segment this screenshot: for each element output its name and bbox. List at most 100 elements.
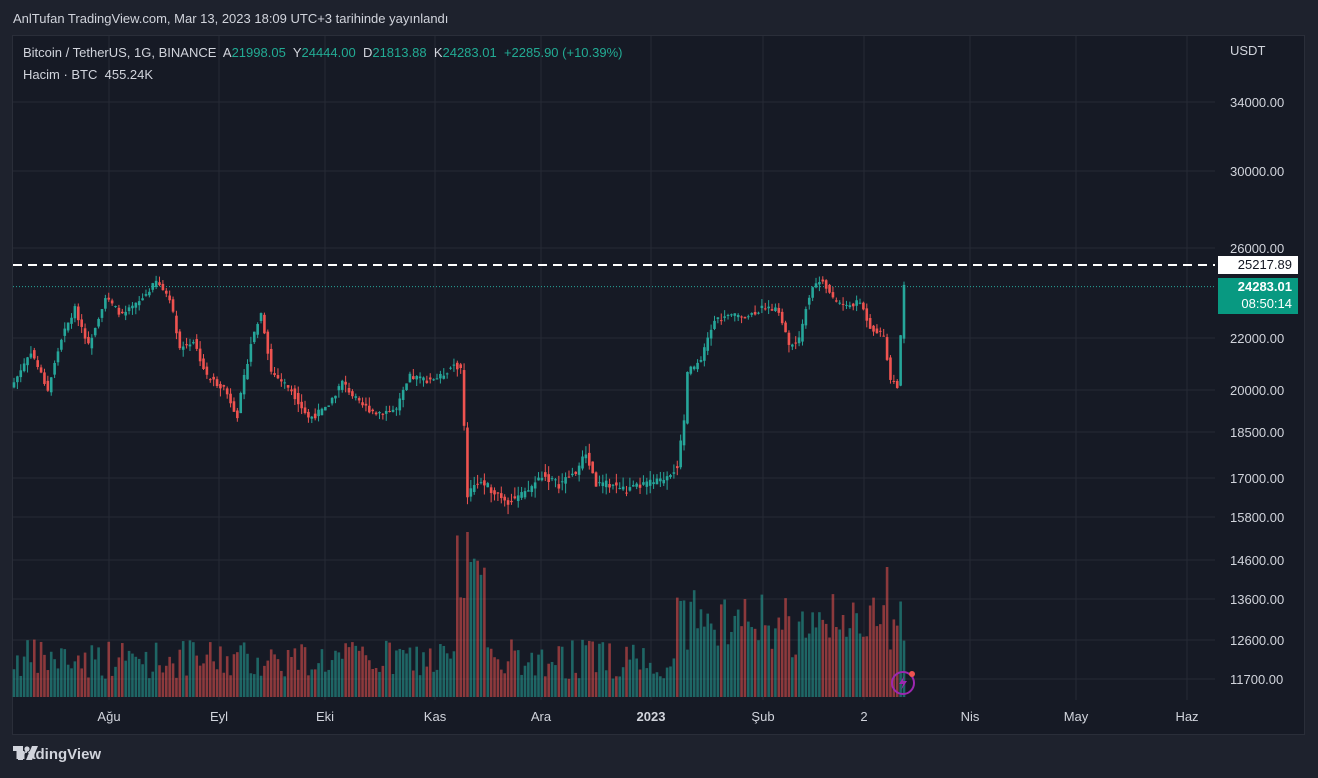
candle-body [513, 496, 517, 499]
volume-bar [594, 672, 598, 697]
volume-bar [875, 626, 879, 697]
candle-body [432, 379, 435, 381]
volume-bar [733, 615, 737, 697]
candle-body [577, 465, 581, 475]
candle-body [307, 411, 310, 418]
volume-bar [388, 642, 391, 697]
candle-body [723, 316, 726, 318]
candle-body [753, 311, 757, 315]
volume-bar [347, 647, 351, 697]
volume-bar [181, 641, 185, 697]
volume-bar [412, 670, 415, 697]
volume-bar [283, 676, 287, 697]
candle-body [12, 382, 16, 388]
candle-body [821, 279, 825, 282]
symbol-label[interactable]: Bitcoin / TetherUS, 1G, BINANCE [23, 45, 217, 60]
volume-bar [43, 654, 46, 697]
volume-bar [554, 665, 557, 697]
volume-bar [459, 597, 462, 697]
volume-label[interactable]: Hacim · BTC [23, 67, 98, 82]
candle-body [472, 485, 476, 492]
volume-bar [22, 656, 26, 697]
candle-body [466, 427, 469, 498]
volume-bar [655, 672, 659, 697]
candle-body [215, 379, 219, 387]
volume-bar [763, 625, 767, 697]
candle-body [571, 473, 574, 476]
candle-body [794, 342, 798, 344]
low-label: D [362, 45, 373, 60]
candle-body [479, 482, 483, 484]
candle-body [895, 381, 899, 388]
volume-bar [571, 640, 574, 697]
candle-body [70, 317, 73, 324]
candle-body [449, 367, 452, 369]
candle-body [405, 383, 408, 391]
volume-bar [80, 668, 83, 697]
candle-body [689, 366, 693, 374]
x-tick-label: Nis [961, 709, 980, 724]
volume-bar [46, 670, 50, 697]
chart-panel[interactable] [12, 35, 1305, 735]
volume-bar [631, 644, 635, 697]
candle-body [672, 472, 676, 474]
candle-body [310, 416, 314, 419]
volume-bar [895, 625, 899, 697]
candle-body [743, 316, 747, 319]
candle-body [435, 378, 439, 380]
candle-body [347, 388, 351, 393]
candle-body [719, 320, 723, 322]
candle-body [317, 409, 320, 417]
close-label: K [433, 45, 443, 60]
volume-bar [757, 640, 760, 697]
volume-bar [858, 633, 862, 697]
volume-bar [337, 652, 341, 697]
candle-body [161, 283, 165, 291]
candle-body [696, 362, 699, 370]
volume-bar [510, 639, 513, 697]
volume-bar [171, 663, 175, 697]
volume-bar [435, 669, 439, 697]
volume-value: 455.24K [104, 67, 154, 82]
flash-icon[interactable] [890, 670, 916, 696]
volume-bar [368, 660, 371, 697]
candle-body [675, 466, 679, 469]
candle-body [635, 483, 638, 487]
volume-bar [706, 613, 710, 697]
volume-bar [662, 678, 666, 697]
volume-bar [740, 626, 743, 697]
candle-body [36, 360, 39, 367]
ohlc-legend: Bitcoin / TetherUS, 1G, BINANCE A21998.0… [23, 45, 623, 60]
candle-body [868, 318, 872, 329]
candle-body [158, 282, 161, 286]
x-tick-label: Ara [531, 709, 552, 724]
volume-bar [134, 656, 138, 697]
candle-body [168, 295, 171, 301]
volume-bar [395, 650, 398, 697]
candle-body [327, 405, 331, 407]
volume-bar [408, 647, 412, 697]
candle-body [763, 308, 767, 310]
candle-body [100, 309, 104, 318]
high-value: 24444.00 [301, 45, 356, 60]
volume-bar [767, 625, 770, 697]
volume-bar [682, 600, 686, 697]
candle-body [408, 373, 412, 383]
volume-bar [49, 651, 53, 697]
tradingview-logo[interactable]: TradingView [13, 746, 101, 763]
volume-bar [577, 678, 581, 697]
candle-body [93, 327, 97, 336]
currency-unit[interactable]: USDT [1230, 43, 1266, 58]
volume-bar [104, 678, 107, 697]
volume-bar [178, 649, 182, 697]
candle-body [469, 488, 473, 497]
grid-lines [13, 36, 1215, 700]
candle-body [178, 331, 182, 349]
candle-body [645, 481, 649, 487]
volume-bar [198, 665, 202, 697]
candle-body [767, 306, 770, 309]
volume-bar [807, 633, 811, 697]
candle-body [669, 474, 672, 478]
volume-bar [418, 675, 422, 697]
